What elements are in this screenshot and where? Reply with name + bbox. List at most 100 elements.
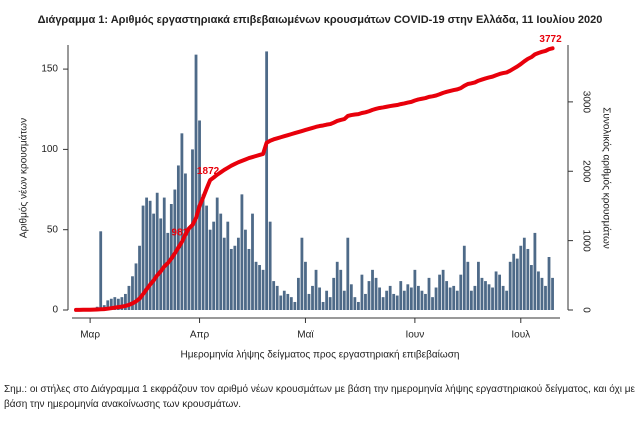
y2-tick-label: 2000	[580, 160, 591, 183]
bar	[282, 290, 286, 310]
bar	[360, 274, 364, 310]
y-axis-label: Αριθμός νέων κρουσμάτων	[18, 118, 30, 238]
bar	[402, 290, 406, 310]
bar	[222, 237, 226, 310]
bar	[455, 290, 459, 310]
bar	[300, 237, 304, 310]
bar	[519, 245, 523, 310]
bar	[406, 284, 410, 310]
bar	[395, 295, 399, 310]
bar	[215, 197, 219, 310]
bar	[413, 269, 417, 310]
bar	[448, 287, 452, 310]
bar	[533, 232, 537, 310]
bar	[159, 218, 163, 310]
bar	[529, 265, 533, 310]
bar	[494, 271, 498, 310]
bar	[321, 301, 325, 310]
bar	[431, 297, 434, 310]
bar	[484, 281, 487, 310]
bar	[441, 269, 445, 310]
bar	[318, 287, 321, 310]
bar	[417, 285, 420, 310]
cumulative-line	[74, 46, 555, 312]
note: Σημ.: οι στήλες στο Διάγραμμα 1 εκφράζου…	[4, 384, 635, 410]
bar	[194, 54, 198, 310]
bar	[162, 197, 166, 310]
bar	[508, 261, 512, 310]
bar	[346, 237, 350, 310]
bar	[547, 257, 551, 310]
note-box: Σημ.: οι στήλες στο Διάγραμμα 1 εκφράζου…	[4, 384, 635, 410]
bar	[261, 269, 265, 310]
bar	[325, 290, 329, 310]
bar	[286, 293, 290, 310]
line-value-label: 981	[172, 228, 189, 239]
bar	[438, 274, 441, 310]
bar	[427, 277, 431, 310]
bar	[148, 200, 152, 310]
bar	[289, 297, 293, 310]
line-value-label: 1872	[197, 166, 220, 177]
bar	[357, 301, 360, 310]
y-tick-label: 100	[41, 144, 58, 155]
bar	[240, 194, 244, 310]
bar	[198, 120, 201, 310]
bar	[109, 298, 113, 310]
bar	[184, 173, 187, 310]
bar	[219, 213, 223, 310]
bar	[388, 285, 392, 310]
bar	[205, 205, 209, 310]
bar	[420, 290, 424, 310]
bar	[127, 285, 131, 310]
y2-tick-label: 3000	[580, 91, 591, 114]
bar	[116, 298, 120, 310]
y-tick-label: 150	[41, 64, 58, 75]
bar	[526, 248, 530, 310]
bar	[505, 290, 509, 310]
bar	[409, 287, 413, 310]
bar	[99, 231, 103, 310]
bar	[353, 297, 357, 310]
bar	[124, 293, 127, 310]
bar	[462, 245, 466, 310]
x-tick-label: Ιουν	[405, 330, 424, 341]
bar	[208, 229, 212, 310]
bar	[307, 293, 311, 310]
bar	[339, 269, 343, 310]
x-axis-label: Ημερομηνία λήψης δείγματος προς εργαστηρ…	[181, 349, 460, 361]
line-value-label: 3772	[539, 34, 562, 45]
bar	[254, 261, 258, 310]
bar	[349, 284, 353, 310]
bar	[191, 149, 194, 310]
x-tick-label: Μαρ	[80, 330, 100, 341]
bar	[293, 301, 297, 310]
bar	[304, 261, 307, 310]
bar	[487, 284, 491, 310]
bar	[236, 237, 240, 310]
bar	[551, 277, 554, 310]
bar	[540, 277, 544, 310]
bar	[459, 274, 463, 310]
x-tick-label: Απρ	[190, 330, 210, 341]
bar	[452, 285, 456, 310]
bar	[335, 261, 339, 310]
bar	[480, 277, 484, 310]
bar	[491, 287, 494, 310]
bar	[469, 290, 473, 310]
bar	[522, 237, 526, 310]
bar	[374, 277, 378, 310]
bar	[399, 281, 403, 310]
bar	[367, 281, 371, 310]
chart-title: Διάγραμμα 1: Αριθμός εργαστηριακά επιβεβ…	[38, 14, 603, 26]
bar	[314, 269, 318, 310]
bar	[201, 194, 205, 310]
bar	[272, 281, 276, 310]
bar	[141, 205, 145, 310]
bar	[537, 271, 540, 310]
bar	[134, 263, 138, 310]
bar	[424, 293, 427, 310]
bar	[311, 285, 314, 310]
bar	[247, 248, 251, 310]
